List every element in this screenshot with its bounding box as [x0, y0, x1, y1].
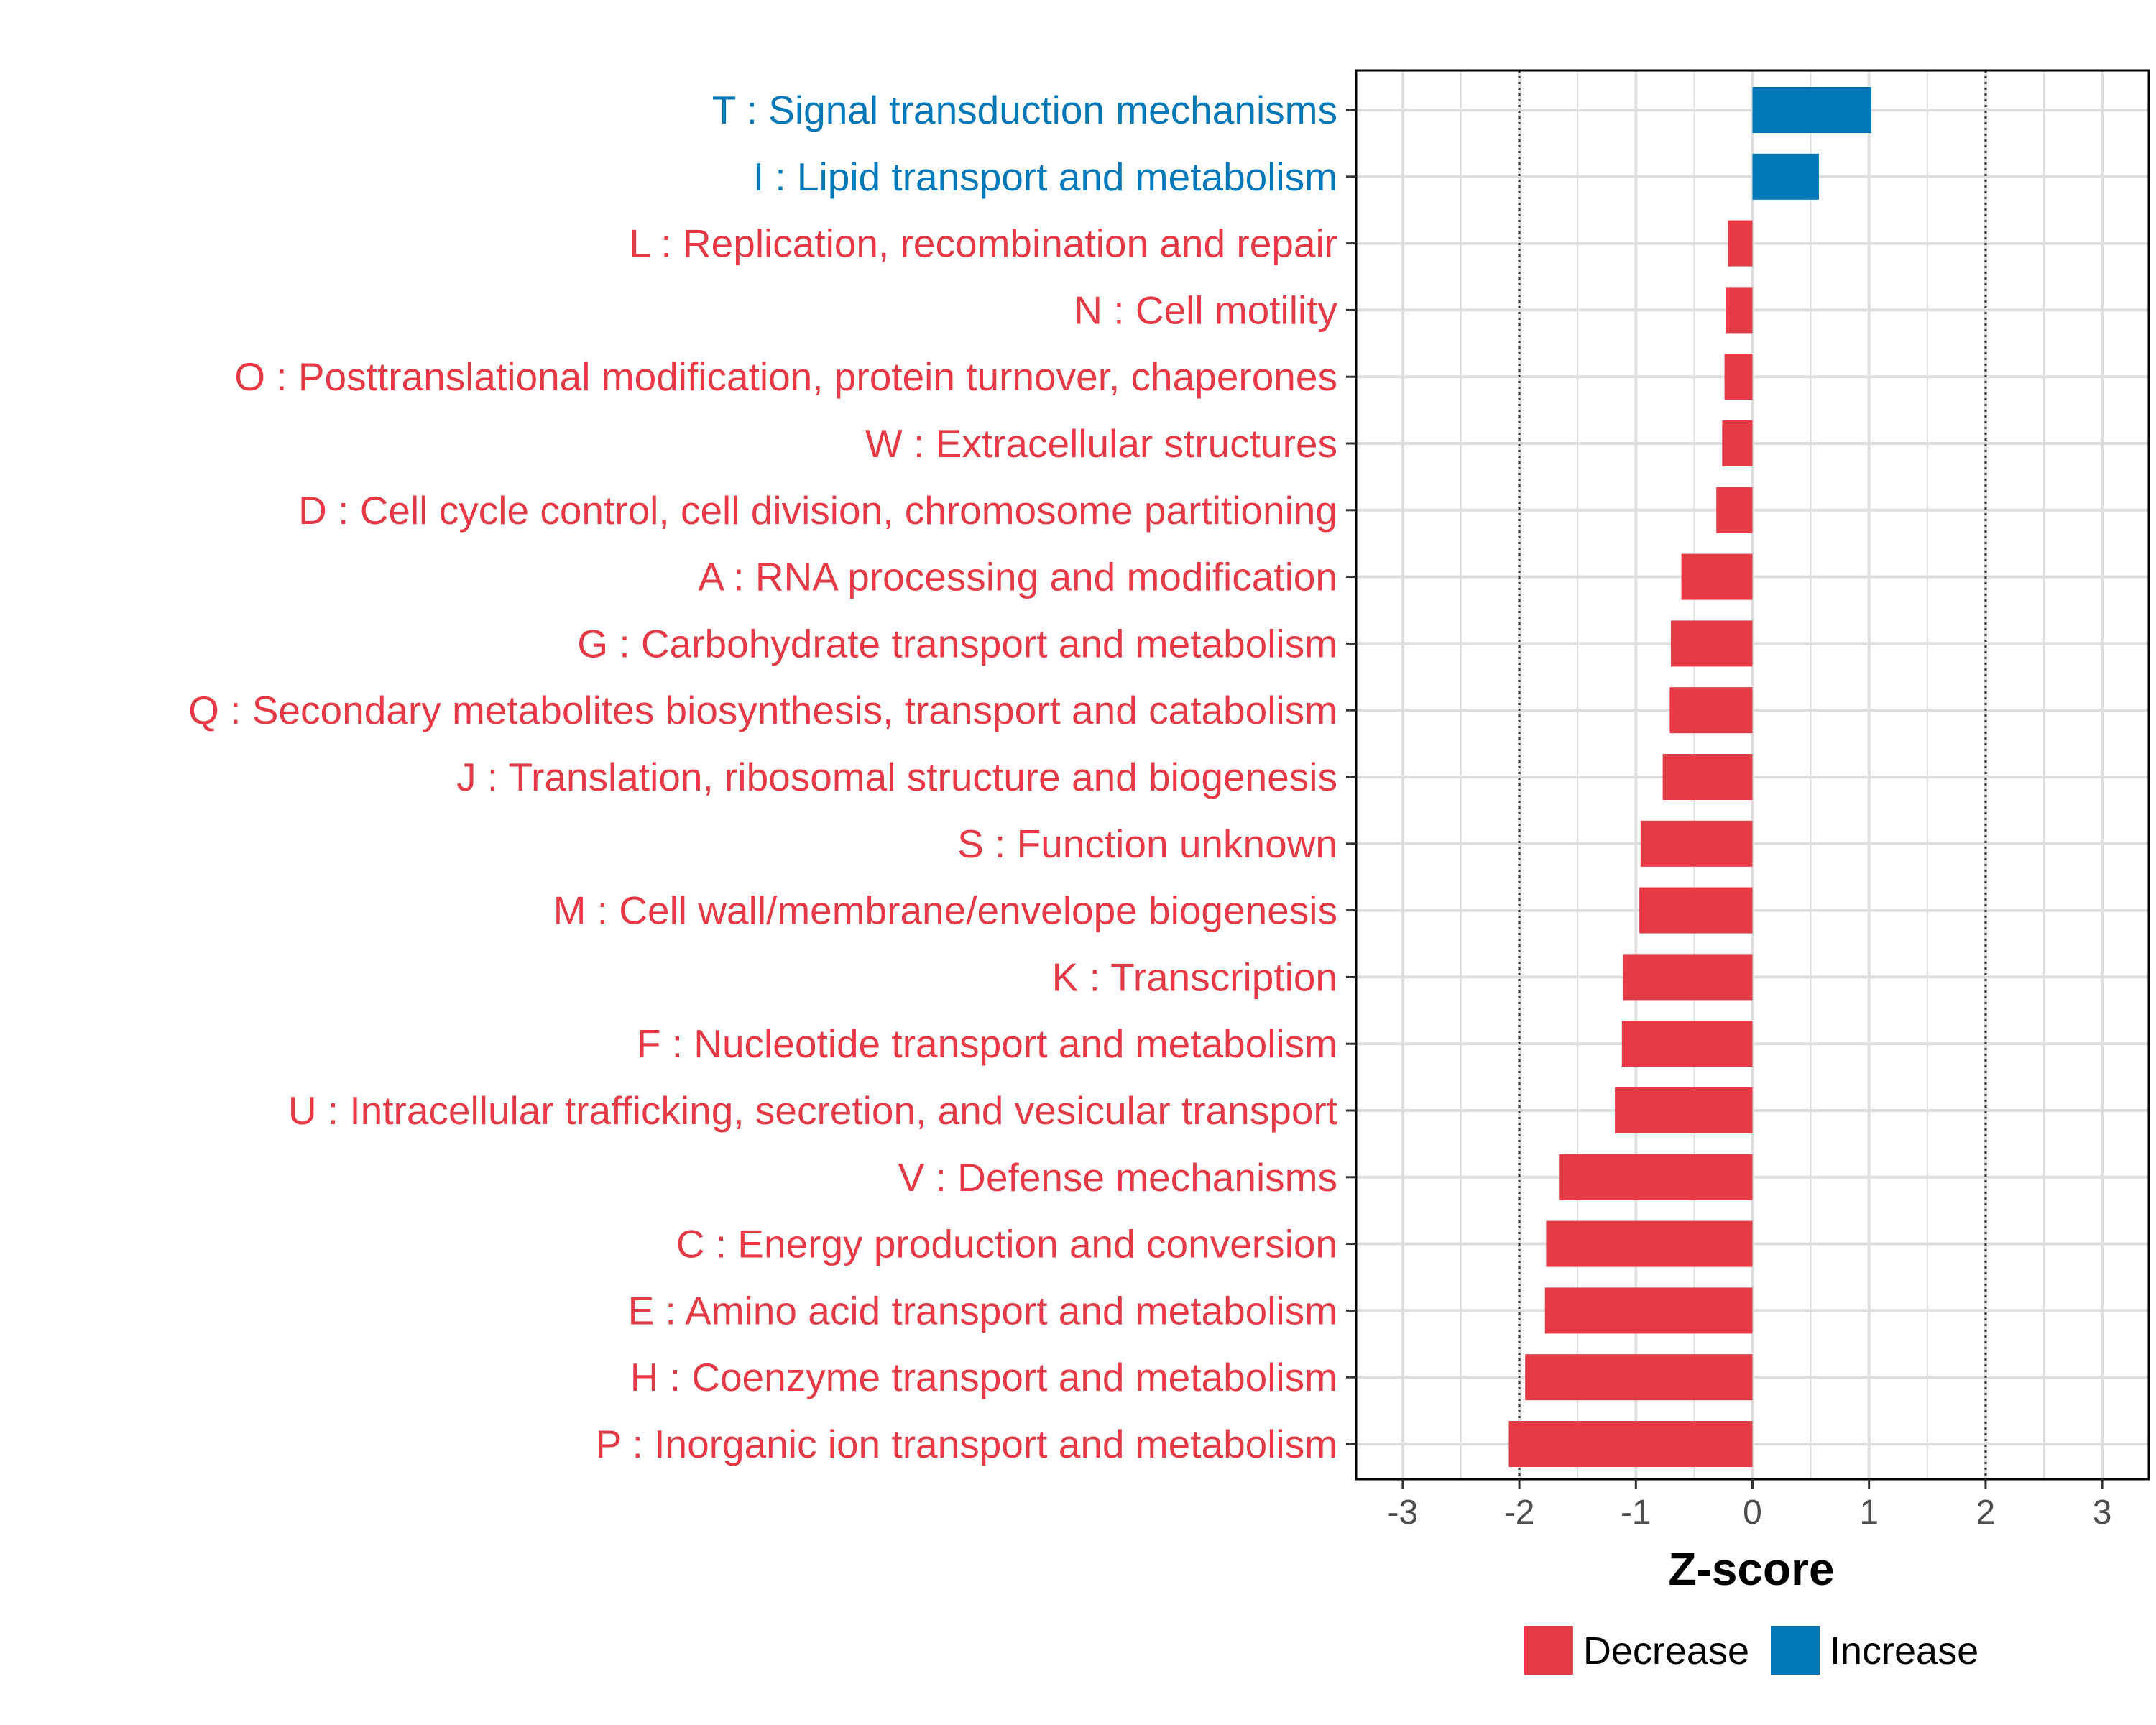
- category-label: S : Function unknown: [957, 822, 1337, 866]
- bar: [1615, 1087, 1753, 1133]
- legend-swatch: [1524, 1626, 1573, 1675]
- x-axis-ticks: -3 -2 -1 0 1 2 3: [1388, 1479, 2112, 1532]
- category-label: K : Transcription: [1052, 954, 1337, 999]
- category-label: F : Nucleotide transport and metabolism: [637, 1021, 1337, 1066]
- bar: [1752, 153, 1819, 200]
- bar: [1544, 1287, 1753, 1334]
- bar: [1681, 553, 1753, 600]
- bar: [1722, 420, 1753, 466]
- bar: [1752, 87, 1871, 133]
- category-label: T : Signal transduction mechanisms: [712, 88, 1337, 132]
- category-label: J : Translation, ribosomal structure and…: [456, 755, 1337, 799]
- category-label: A : RNA processing and modification: [698, 555, 1337, 599]
- bars: [1508, 87, 1871, 1467]
- x-tick-label: 3: [2093, 1494, 2112, 1532]
- category-label: Q : Secondary metabolites biosynthesis, …: [188, 688, 1337, 732]
- category-label: O : Posttranslational modification, prot…: [234, 354, 1337, 399]
- bar: [1546, 1220, 1753, 1267]
- category-label: H : Coenzyme transport and metabolism: [630, 1355, 1337, 1399]
- category-label: U : Intracellular trafficking, secretion…: [288, 1088, 1337, 1133]
- x-tick-label: 0: [1743, 1494, 1762, 1532]
- legend-label: Increase: [1830, 1629, 1978, 1673]
- y-axis-ticks: [1346, 109, 1356, 1445]
- category-label: N : Cell motility: [1074, 288, 1337, 332]
- category-label: I : Lipid transport and metabolism: [753, 155, 1337, 199]
- x-axis-title: Z-score: [1668, 1543, 1834, 1595]
- category-label: V : Defense mechanisms: [898, 1155, 1337, 1200]
- category-label: W : Extracellular structures: [865, 421, 1337, 466]
- bar: [1724, 354, 1753, 400]
- bar: [1726, 287, 1753, 334]
- x-tick-label: 1: [1859, 1494, 1879, 1532]
- x-tick-label: -1: [1621, 1494, 1651, 1532]
- reference-lines: [1518, 70, 1987, 1479]
- bar: [1508, 1421, 1753, 1467]
- bar: [1639, 887, 1753, 934]
- bar: [1670, 620, 1753, 667]
- category-label: D : Cell cycle control, cell division, c…: [298, 488, 1337, 533]
- bar: [1623, 954, 1753, 1000]
- category-label: E : Amino acid transport and metabolism: [628, 1288, 1337, 1333]
- x-tick-label: -3: [1388, 1494, 1419, 1532]
- legend-label: Decrease: [1583, 1629, 1749, 1673]
- category-label: L : Replication, recombination and repai…: [630, 221, 1337, 266]
- x-tick-label: -2: [1504, 1494, 1535, 1532]
- x-tick-label: 2: [1976, 1494, 1996, 1532]
- bar: [1728, 220, 1753, 267]
- bar: [1662, 754, 1753, 800]
- category-label: C : Energy production and conversion: [676, 1222, 1337, 1266]
- category-label: G : Carbohydrate transport and metabolis…: [577, 621, 1337, 666]
- bar: [1621, 1021, 1753, 1067]
- bar: [1669, 687, 1753, 734]
- bar: [1716, 487, 1753, 533]
- category-label: M : Cell wall/membrane/envelope biogenes…: [553, 888, 1337, 933]
- legend: Decrease Increase: [1524, 1626, 1978, 1675]
- category-labels: T : Signal transduction mechanisms I : Li…: [188, 88, 1337, 1466]
- bar: [1640, 820, 1753, 867]
- bar: [1559, 1154, 1753, 1200]
- category-label: P : Inorganic ion transport and metaboli…: [596, 1422, 1337, 1466]
- bar: [1525, 1354, 1753, 1401]
- legend-swatch: [1770, 1626, 1820, 1675]
